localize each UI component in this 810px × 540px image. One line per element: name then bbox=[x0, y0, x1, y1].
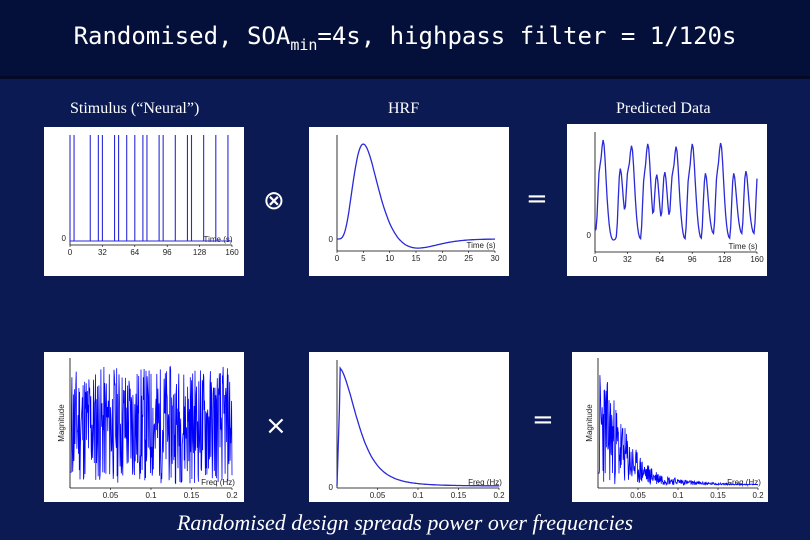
x-tick-label: 10 bbox=[385, 254, 394, 263]
caption: Randomised design spreads power over fre… bbox=[176, 510, 634, 535]
slide-title: Randomised, SOAmin=4s, highpass filter =… bbox=[0, 22, 810, 54]
y-axis-label: Magnitude bbox=[585, 404, 594, 442]
title-rest: =4s, highpass filter = 1/120s bbox=[317, 22, 737, 50]
x-tick-label: 0.05 bbox=[630, 491, 646, 500]
x-tick-label: 128 bbox=[193, 248, 207, 257]
hrf-time-chart: 0 5 10 15 20 25 30 Time (s) 0 bbox=[329, 135, 500, 263]
x-axis-label: Freq (Hz) bbox=[201, 478, 235, 487]
x-axis-label: Freq (Hz) bbox=[468, 478, 502, 487]
x-axis-label: Time (s) bbox=[466, 241, 495, 250]
equals-operator-bottom: = bbox=[532, 405, 554, 435]
hrf-curve bbox=[337, 143, 495, 249]
x-tick-label: 5 bbox=[361, 254, 366, 263]
x-tick-label: 25 bbox=[464, 254, 473, 263]
hrf-label: HRF bbox=[388, 100, 420, 117]
x-tick-label: 0.05 bbox=[370, 491, 386, 500]
x-tick-label: 64 bbox=[655, 255, 664, 264]
predicted-spectrum bbox=[598, 375, 759, 487]
stimulus-time-panel: 0 32 64 96 128 160 Time (s) 0 bbox=[44, 127, 244, 276]
predicted-freq-panel: 0.05 0.1 0.15 0.2 Freq (Hz) Magnitude bbox=[572, 352, 768, 502]
x-tick-label: 0.1 bbox=[672, 491, 684, 500]
x-tick-label: 0.2 bbox=[226, 491, 238, 500]
predicted-freq-chart: 0.05 0.1 0.15 0.2 Freq (Hz) Magnitude bbox=[585, 358, 764, 500]
multiply-operator: × bbox=[265, 411, 287, 441]
title-main: Randomised, SOA bbox=[73, 22, 291, 50]
x-tick-label: 32 bbox=[98, 248, 107, 257]
x-tick-label: 0.1 bbox=[145, 491, 157, 500]
stimulus-freq-chart: 0.05 0.1 0.15 0.2 Freq (Hz) Magnitude bbox=[57, 358, 238, 500]
hrf-freq-chart: 0.05 0.1 0.15 0.2 Freq (Hz) 0 bbox=[329, 360, 505, 500]
stimulus-spectrum bbox=[70, 365, 233, 485]
x-tick-label: 20 bbox=[438, 254, 447, 263]
predicted-curve bbox=[594, 139, 758, 241]
x-tick-label: 0 bbox=[593, 255, 598, 264]
convolve-operator: ⊗ bbox=[263, 186, 285, 216]
predicted-time-panel: 0 32 64 96 128 160 Time (s) 0 bbox=[567, 124, 767, 276]
x-tick-label: 160 bbox=[750, 255, 764, 264]
x-tick-label: 160 bbox=[225, 248, 239, 257]
equals-operator-top: = bbox=[526, 184, 548, 214]
x-tick-label: 128 bbox=[718, 255, 732, 264]
x-tick-label: 0 bbox=[68, 248, 73, 257]
x-axis-label: Freq (Hz) bbox=[727, 478, 761, 487]
x-tick-label: 0 bbox=[335, 254, 340, 263]
hrf-freq-panel: 0.05 0.1 0.15 0.2 Freq (Hz) 0 bbox=[309, 352, 509, 502]
title-bar bbox=[0, 0, 810, 79]
x-tick-label: 0.1 bbox=[412, 491, 424, 500]
x-tick-label: 15 bbox=[412, 254, 421, 263]
title-subscript: min bbox=[290, 35, 318, 54]
y-tick-label: 0 bbox=[587, 231, 592, 240]
x-axis-label: Time (s) bbox=[203, 235, 232, 244]
x-tick-label: 0.15 bbox=[710, 491, 726, 500]
y-tick-label: 0 bbox=[62, 234, 67, 243]
x-tick-label: 0.15 bbox=[451, 491, 467, 500]
hrf-spectrum bbox=[336, 366, 499, 487]
y-tick-label: 0 bbox=[329, 235, 334, 244]
x-tick-label: 0.2 bbox=[752, 491, 764, 500]
y-axis-label: Magnitude bbox=[57, 404, 66, 442]
y-tick-label: 0 bbox=[329, 483, 334, 492]
predicted-time-chart: 0 32 64 96 128 160 Time (s) 0 bbox=[587, 132, 764, 264]
x-tick-label: 0.2 bbox=[493, 491, 505, 500]
x-tick-label: 0.05 bbox=[103, 491, 119, 500]
predicted-label: Predicted Data bbox=[616, 100, 711, 117]
x-tick-label: 30 bbox=[491, 254, 500, 263]
stimulus-freq-panel: 0.05 0.1 0.15 0.2 Freq (Hz) Magnitude bbox=[44, 352, 244, 502]
x-tick-label: 32 bbox=[623, 255, 632, 264]
x-tick-label: 0.15 bbox=[184, 491, 200, 500]
stimulus-label: Stimulus (“Neural”) bbox=[70, 100, 200, 117]
x-tick-label: 96 bbox=[163, 248, 172, 257]
hrf-time-panel: 0 5 10 15 20 25 30 Time (s) 0 bbox=[309, 127, 509, 276]
x-tick-label: 64 bbox=[130, 248, 139, 257]
stimulus-time-chart: 0 32 64 96 128 160 Time (s) 0 bbox=[62, 135, 239, 257]
x-tick-label: 96 bbox=[688, 255, 697, 264]
x-axis-label: Time (s) bbox=[728, 242, 757, 251]
